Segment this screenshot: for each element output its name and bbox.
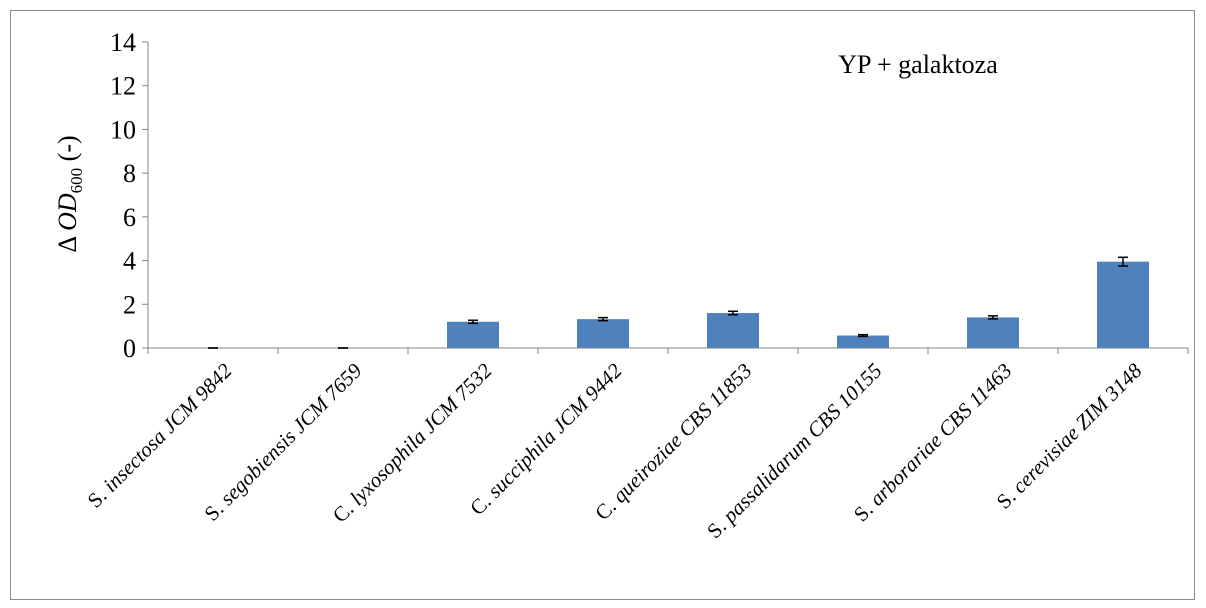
bar: [837, 335, 889, 348]
chart-annotation: YP + galaktoza: [838, 50, 998, 79]
y-tick-label: 2: [123, 290, 136, 319]
chart-frame: [10, 10, 1195, 600]
category-species: passalidarum: [716, 426, 819, 529]
category-strain: CBS 11853: [673, 359, 756, 442]
y-tick-label: 0: [123, 334, 136, 363]
category-strain: JCM 9442: [547, 358, 627, 438]
bar: [1097, 261, 1149, 348]
category-strain: CBS 10155: [802, 359, 886, 443]
bar: [447, 321, 499, 348]
y-tick-label: 8: [123, 159, 136, 188]
category-strain: JCM 7532: [417, 358, 497, 438]
category-strain: JCM 9842: [157, 358, 237, 438]
y-axis-label-suffix: (-): [53, 135, 82, 167]
y-axis-label: Δ OD600 (-): [53, 135, 86, 252]
x-axis: [147, 347, 1189, 354]
y-axis-label-main: OD: [53, 193, 82, 231]
bar: [577, 319, 629, 348]
y-tick-label: 14: [110, 28, 136, 57]
category-strain: ZIM 3148: [1071, 358, 1147, 434]
category-label: S. cerevisiae ZIM 3148: [992, 358, 1147, 513]
category-strain: JCM 7659: [287, 358, 367, 438]
bar: [967, 317, 1019, 348]
y-tick-label: 10: [110, 115, 136, 144]
y-tick-label: 6: [123, 203, 136, 232]
category-species: queiroziae: [608, 425, 691, 508]
y-tick-label: 4: [123, 247, 136, 276]
error-bars: [208, 256, 1128, 349]
category-label: S. insectosa JCM 9842: [83, 358, 237, 512]
category-species: lyxosophila: [345, 421, 434, 510]
y-tick-label: 12: [110, 72, 136, 101]
bar: [707, 313, 759, 348]
category-species: insectosa: [98, 421, 174, 497]
category-strain: CBS 11463: [933, 359, 1016, 442]
category-species: cerevisiae: [1007, 418, 1087, 498]
bars: [447, 261, 1149, 348]
y-axis-label-prefix: Δ: [53, 231, 82, 253]
y-axis-label-subscript: 600: [67, 168, 86, 194]
category-species: segobiensis: [215, 421, 304, 510]
category-species: arborariae: [865, 425, 951, 511]
y-axis: 0 2 4 6 8 10 12 14: [110, 28, 149, 363]
category-species: succiphila: [483, 421, 565, 503]
